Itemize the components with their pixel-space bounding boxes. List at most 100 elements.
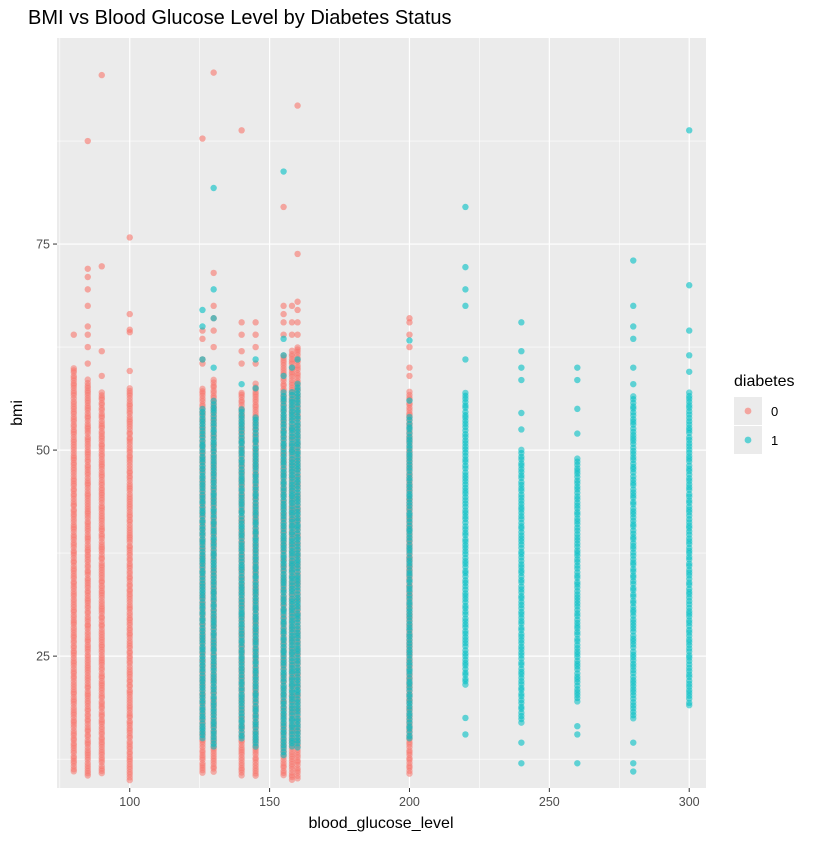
data-point-diabetes-1 — [462, 731, 469, 738]
data-point-diabetes-0 — [199, 335, 206, 343]
data-point-diabetes-0 — [294, 298, 301, 305]
data-point-diabetes-0 — [84, 360, 91, 367]
data-point-diabetes-0 — [288, 347, 296, 354]
data-point-diabetes-1 — [518, 347, 525, 355]
data-point-diabetes-0 — [406, 364, 413, 371]
data-point-diabetes-1 — [252, 356, 259, 363]
data-point-diabetes-0 — [406, 372, 413, 380]
data-point-diabetes-0 — [288, 302, 296, 310]
data-point-diabetes-0 — [294, 102, 301, 109]
data-point-diabetes-0 — [288, 331, 296, 338]
data-point-diabetes-1 — [686, 352, 693, 359]
data-point-diabetes-0 — [84, 286, 91, 293]
data-point-diabetes-0 — [252, 380, 259, 387]
data-point-diabetes-1 — [686, 127, 693, 134]
data-point-diabetes-0 — [406, 343, 413, 351]
data-point-diabetes-0 — [84, 323, 91, 330]
data-point-diabetes-1 — [294, 380, 301, 387]
data-point-diabetes-1 — [518, 426, 525, 433]
data-point-diabetes-1 — [630, 323, 637, 330]
data-point-diabetes-1 — [406, 397, 413, 404]
data-point-diabetes-1 — [199, 405, 206, 413]
data-point-diabetes-0 — [210, 302, 217, 310]
data-point-diabetes-1 — [288, 364, 296, 371]
data-point-diabetes-0 — [84, 302, 91, 310]
data-point-diabetes-0 — [210, 269, 217, 277]
data-point-diabetes-1 — [630, 760, 637, 767]
data-point-diabetes-1 — [462, 203, 469, 211]
data-point-diabetes-1 — [199, 306, 206, 314]
y-tick-label: 25 — [36, 650, 50, 664]
x-tick-label: 150 — [259, 795, 280, 809]
data-point-diabetes-1 — [288, 389, 296, 396]
data-point-diabetes-0 — [294, 250, 301, 258]
data-point-diabetes-0 — [199, 135, 206, 142]
data-point-diabetes-0 — [126, 310, 133, 318]
data-point-diabetes-1 — [280, 389, 287, 396]
data-point-diabetes-0 — [280, 310, 287, 318]
data-point-diabetes-0 — [98, 347, 105, 355]
x-tick-label: 300 — [679, 795, 700, 809]
data-point-diabetes-1 — [574, 731, 581, 738]
data-point-diabetes-1 — [238, 406, 245, 413]
data-point-diabetes-0 — [84, 376, 91, 383]
data-point-diabetes-1 — [630, 364, 637, 371]
data-point-diabetes-1 — [252, 385, 259, 392]
data-point-diabetes-0 — [406, 315, 413, 322]
legend-key-0 — [744, 407, 752, 415]
data-point-diabetes-0 — [280, 319, 287, 326]
legend-label-0: 0 — [771, 404, 778, 419]
data-point-diabetes-0 — [406, 331, 413, 338]
data-point-diabetes-0 — [238, 360, 245, 367]
data-point-diabetes-1 — [574, 760, 581, 767]
x-axis-title: blood_glucose_level — [309, 815, 454, 832]
legend-title: diabetes — [734, 373, 795, 390]
data-point-diabetes-0 — [84, 273, 91, 281]
data-point-diabetes-0 — [294, 306, 301, 314]
data-point-diabetes-1 — [574, 430, 581, 437]
data-point-diabetes-1 — [630, 335, 637, 343]
data-point-diabetes-1 — [630, 302, 637, 310]
data-point-diabetes-1 — [518, 376, 525, 384]
plot-panel — [57, 38, 706, 788]
data-point-diabetes-1 — [574, 376, 581, 384]
data-point-diabetes-1 — [210, 397, 217, 405]
data-point-diabetes-1 — [630, 768, 637, 775]
data-point-diabetes-1 — [462, 263, 469, 271]
data-point-diabetes-0 — [70, 365, 77, 372]
data-point-diabetes-0 — [280, 302, 287, 310]
data-point-diabetes-0 — [84, 331, 91, 338]
data-point-diabetes-1 — [280, 335, 287, 343]
data-point-diabetes-0 — [84, 265, 91, 272]
data-point-diabetes-0 — [98, 372, 105, 380]
data-point-diabetes-0 — [84, 343, 91, 351]
data-point-diabetes-1 — [294, 356, 301, 363]
legend-key-1 — [744, 436, 752, 444]
data-point-diabetes-1 — [518, 739, 525, 746]
data-point-diabetes-0 — [288, 319, 296, 326]
data-point-diabetes-1 — [406, 413, 413, 421]
data-point-diabetes-1 — [630, 257, 637, 264]
data-point-diabetes-0 — [238, 319, 245, 326]
data-point-diabetes-1 — [280, 372, 287, 380]
x-tick-label: 250 — [539, 795, 560, 809]
data-point-diabetes-0 — [238, 389, 245, 397]
data-point-diabetes-0 — [126, 385, 133, 392]
data-point-diabetes-0 — [126, 326, 133, 333]
data-point-diabetes-1 — [686, 368, 693, 375]
y-tick-label: 75 — [36, 238, 50, 252]
data-point-diabetes-0 — [199, 385, 206, 393]
data-point-diabetes-1 — [686, 282, 693, 289]
data-point-diabetes-0 — [98, 71, 105, 79]
data-point-diabetes-0 — [252, 319, 259, 326]
x-tick-label: 100 — [119, 795, 140, 809]
data-point-diabetes-0 — [210, 376, 217, 384]
data-point-diabetes-1 — [462, 714, 469, 722]
data-point-diabetes-0 — [210, 69, 217, 76]
y-axis-title: bmi — [9, 400, 26, 426]
data-point-diabetes-1 — [199, 356, 206, 363]
data-point-diabetes-1 — [462, 389, 469, 397]
y-tick-label: 50 — [36, 444, 50, 458]
